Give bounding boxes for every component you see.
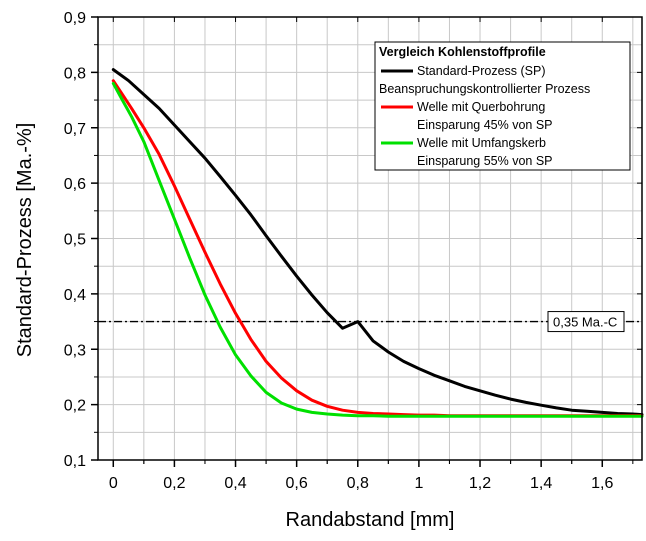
y-tick-label: 0,6 [64,176,86,193]
x-tick-label: 1,6 [591,475,613,492]
y-tick-label: 0,4 [64,287,86,304]
legend-label-2: Welle mit Querbohrung [417,100,545,114]
y-tick-label: 0,1 [64,453,86,470]
x-tick-label: 1 [414,475,423,492]
reference-label-box [547,311,625,333]
legend-label-1: Standard-Prozess (SP) [417,64,546,78]
x-tick-label: 0,6 [286,475,308,492]
series-line-1 [111,68,644,417]
x-tick-label: 1,2 [469,475,491,492]
legend-title: Vergleich Kohlenstoffprofile [379,45,546,59]
legend-box [374,41,631,171]
x-tick-label: 0 [109,475,118,492]
ticks-layer: 0 0,2 0,4 0,6 0,8 1 1,2 1,4 1,6 0,1 0,2 0,3 0,4 0,5 0,… [64,10,642,492]
y-tick-label: 0,8 [64,65,86,82]
y-tick-label: 0,5 [64,232,86,249]
legend-layer: Vergleich Kohlenstoffprofile Standard-Pro… [374,41,631,171]
y-tick-label: 0,7 [64,121,86,138]
x-tick-label: 1,4 [530,475,552,492]
y-tick-label: 0,9 [64,10,86,27]
series-line-3 [111,81,644,418]
legend-label-3: Welle mit Umfangskerb [417,136,546,150]
legend-group-label: Beanspruchungskontrollierter Prozess [379,82,590,96]
y-tick-label: 0,3 [64,342,86,359]
reference-label: 0,35 Ma.-C [553,315,617,330]
legend-sublabel-2: Einsparung 45% von SP [417,118,553,132]
series-layer: 0,35 Ma.-C [98,68,644,418]
x-tick-label: 0,4 [224,475,246,492]
y-axis-label: Standard-Prozess [Ma.-%] [14,123,36,358]
y-tick-label: 0,2 [64,398,86,415]
x-tick-label: 0,8 [347,475,369,492]
legend-sublabel-3: Einsparung 55% von SP [417,154,553,168]
grid-layer [98,17,642,460]
x-axis-label: Randabstand [mm] [286,509,455,531]
x-tick-label: 0,2 [163,475,185,492]
